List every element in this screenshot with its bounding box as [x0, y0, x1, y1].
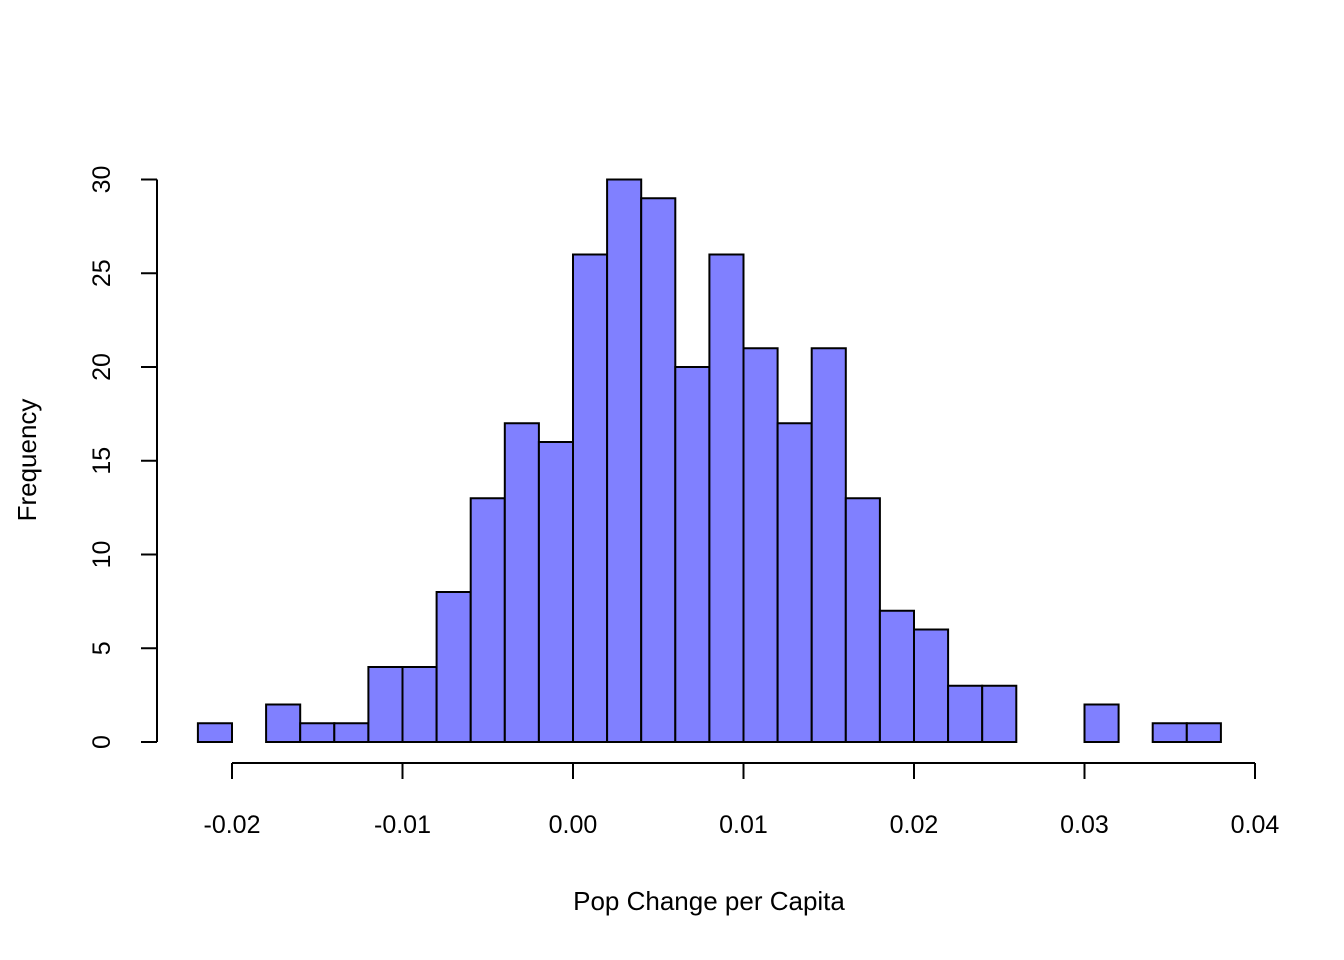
histogram-bar	[299, 722, 336, 743]
histogram-bar	[810, 347, 847, 743]
y-tick-label: 25	[88, 259, 116, 287]
histogram-bar	[913, 628, 950, 743]
x-tick-label: 0.03	[1060, 811, 1109, 839]
x-tick-label: 0.04	[1231, 811, 1280, 839]
histogram-bar	[742, 347, 779, 743]
histogram-bar	[981, 684, 1018, 743]
histogram-bar	[401, 666, 438, 743]
histogram-bar	[503, 422, 540, 743]
x-tick-label: 0.02	[890, 811, 939, 839]
y-tick-label: 5	[88, 641, 116, 655]
histogram-bar	[469, 497, 506, 743]
y-axis: 0 5 10 15 20 25 30	[88, 166, 158, 749]
y-tick-label: 10	[88, 541, 116, 569]
y-tick-label: 15	[88, 447, 116, 475]
histogram-bar	[1151, 722, 1188, 743]
x-tick-label: -0.01	[374, 811, 431, 839]
histogram-bar	[708, 253, 745, 743]
histogram-bar	[878, 609, 916, 743]
histogram-bar	[776, 422, 813, 743]
y-tick-label: 0	[88, 735, 116, 749]
histogram-bar	[640, 197, 677, 743]
x-axis: -0.02 -0.01 0.00 0.01 0.02 0.03 0.04	[204, 762, 1280, 839]
histogram-bar	[435, 591, 472, 743]
histogram-bar	[572, 253, 609, 743]
x-tick-label: -0.02	[204, 811, 261, 839]
histogram-bar	[1185, 722, 1222, 743]
histogram-bar	[606, 178, 643, 743]
histogram-bars	[196, 178, 1222, 743]
histogram-bar	[196, 722, 233, 743]
histogram-bar	[333, 722, 370, 743]
histogram-bar	[367, 666, 404, 743]
y-tick-label: 20	[88, 353, 116, 381]
histogram-bar	[1083, 703, 1120, 743]
x-tick-label: 0.00	[549, 811, 598, 839]
histogram-bar	[844, 497, 881, 743]
x-axis-label: Pop Change per Capita	[573, 886, 845, 916]
histogram-bar	[674, 366, 711, 743]
y-axis-label: Frequency	[12, 399, 42, 522]
histogram-bar	[537, 441, 575, 743]
y-tick-label: 30	[88, 166, 116, 194]
x-tick-label: 0.01	[719, 811, 768, 839]
histogram-bar	[265, 703, 302, 743]
histogram-bar	[947, 684, 984, 743]
